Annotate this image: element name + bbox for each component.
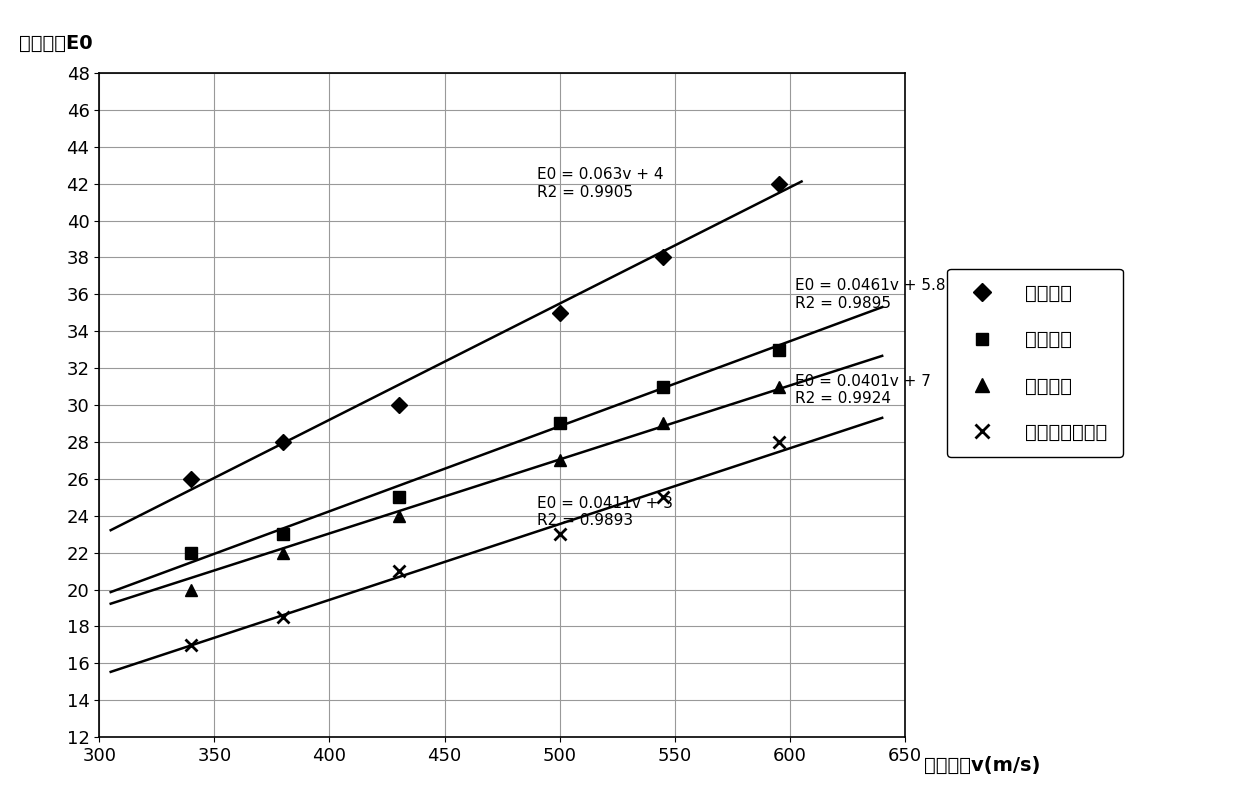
- Legend: 块石填土, 碎石填土, 砾石填土, 黏性土混砾填土: 块石填土, 碎石填土, 砾石填土, 黏性土混砾填土: [947, 269, 1122, 458]
- Text: 剪切波速v(m/s): 剪切波速v(m/s): [924, 756, 1040, 775]
- Text: E0 = 0.0411v + 3
R2 = 0.9893: E0 = 0.0411v + 3 R2 = 0.9893: [537, 496, 673, 528]
- Text: E0 = 0.063v + 4
R2 = 0.9905: E0 = 0.063v + 4 R2 = 0.9905: [537, 168, 663, 200]
- Text: 变形模量E0: 变形模量E0: [19, 34, 92, 53]
- Text: E0 = 0.0401v + 7
R2 = 0.9924: E0 = 0.0401v + 7 R2 = 0.9924: [795, 374, 930, 407]
- Text: E0 = 0.0461v + 5.8
R2 = 0.9895: E0 = 0.0461v + 5.8 R2 = 0.9895: [795, 278, 945, 310]
